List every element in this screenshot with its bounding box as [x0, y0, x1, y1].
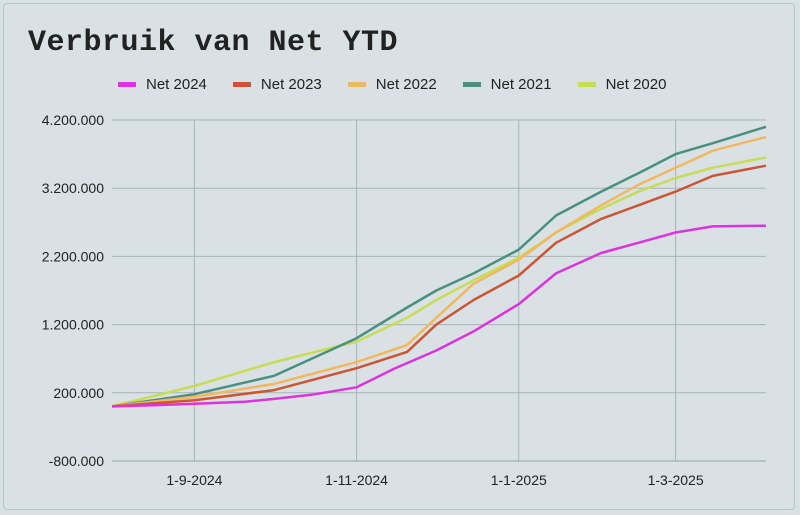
chart-legend: Net 2024 Net 2023 Net 2022 Net 2021 Net 2020 — [118, 76, 666, 93]
legend-item[interactable]: Net 2020 — [577, 76, 667, 93]
series-line-net-2020 — [111, 156, 767, 408]
legend-item[interactable]: Net 2022 — [347, 76, 437, 93]
x-tick-label: 1-3-2025 — [648, 472, 704, 488]
legend-swatch — [462, 82, 481, 87]
y-tick-label: 3.200.000 — [42, 180, 104, 196]
legend-label: Net 2022 — [375, 76, 437, 93]
y-tick-label: 4.200.000 — [42, 112, 104, 128]
legend-item[interactable]: Net 2024 — [118, 76, 207, 93]
legend-label: Net 2024 — [146, 76, 207, 93]
legend-item[interactable]: Net 2023 — [232, 76, 322, 93]
series-line-net-2021 — [111, 125, 767, 408]
legend-swatch — [577, 82, 596, 87]
y-tick-label: 1.200.000 — [42, 317, 104, 333]
y-tick-label: 2.200.000 — [42, 248, 104, 264]
series-line-net-2024 — [111, 224, 767, 408]
legend-label: Net 2023 — [260, 76, 322, 93]
chart-title: Verbruik van Net YTD — [28, 26, 399, 60]
legend-swatch — [118, 82, 136, 87]
series-line-net-2022 — [111, 135, 767, 408]
legend-item[interactable]: Net 2021 — [462, 76, 552, 93]
series-line-net-2023 — [111, 164, 767, 408]
legend-swatch — [232, 82, 251, 87]
x-tick-label: 1-1-2025 — [491, 472, 547, 488]
y-tick-label: 200.000 — [53, 385, 104, 401]
x-tick-label: 1-9-2024 — [166, 472, 222, 488]
legend-swatch — [347, 82, 366, 87]
legend-label: Net 2020 — [605, 76, 667, 93]
legend-label: Net 2021 — [490, 76, 552, 93]
x-tick-label: 1-11-2024 — [325, 472, 388, 488]
y-tick-label: -800.000 — [49, 453, 104, 469]
